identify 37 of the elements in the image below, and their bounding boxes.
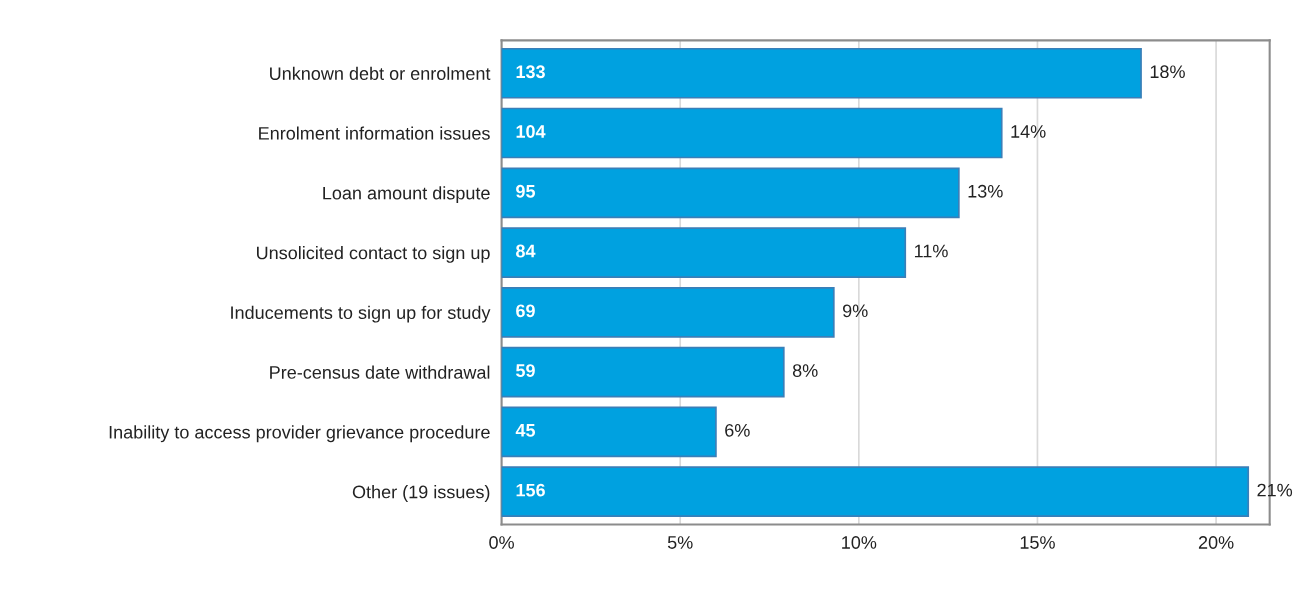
y-tick-label: Unsolicited contact to sign up [257,246,490,263]
y-tick-label: Enrolment information issues [259,126,490,140]
y-tick-label: Other (19 issues) [352,485,490,502]
x-tick-label: 0% [489,536,514,549]
data-label: 9% [843,304,868,318]
bar [501,466,1250,517]
annotation: 84 [516,244,536,258]
annotation: 156 [516,483,545,497]
annotation: 95 [516,184,536,198]
bar [501,47,1142,99]
y-tick-label: Inducements to sign up for study [231,305,491,323]
annotation: 45 [515,424,536,437]
data-label: 6% [725,423,750,437]
annotation: 69 [516,304,535,318]
data-label: 11% [914,244,948,258]
data-label: 8% [792,364,818,377]
data-label: 14% [1011,125,1046,138]
y-tick-label: Inability to access provider grievance procedure [109,425,490,443]
bar [501,167,960,219]
x-tick-label: 5% [667,536,693,549]
data-label: 13% [968,184,1003,198]
annotation: 59 [516,364,535,377]
y-tick-label: Loan amount dispute [323,186,490,204]
annotation: 104 [516,125,546,138]
data-label: 21% [1257,483,1293,497]
y-tick-label: Pre-census date withdrawal [270,365,490,379]
bar [501,286,835,338]
x-tick-label: 20% [1198,536,1234,549]
y-tick-label: Unknown debt or enrolment [270,66,491,80]
x-tick-label: 15% [1020,536,1055,549]
bar [501,406,717,458]
annotation: 133 [516,65,545,79]
bar [501,107,1003,159]
data-label: 18% [1150,65,1185,79]
x-tick-label: 10% [842,536,877,549]
bar [501,227,907,278]
bar [501,346,785,398]
